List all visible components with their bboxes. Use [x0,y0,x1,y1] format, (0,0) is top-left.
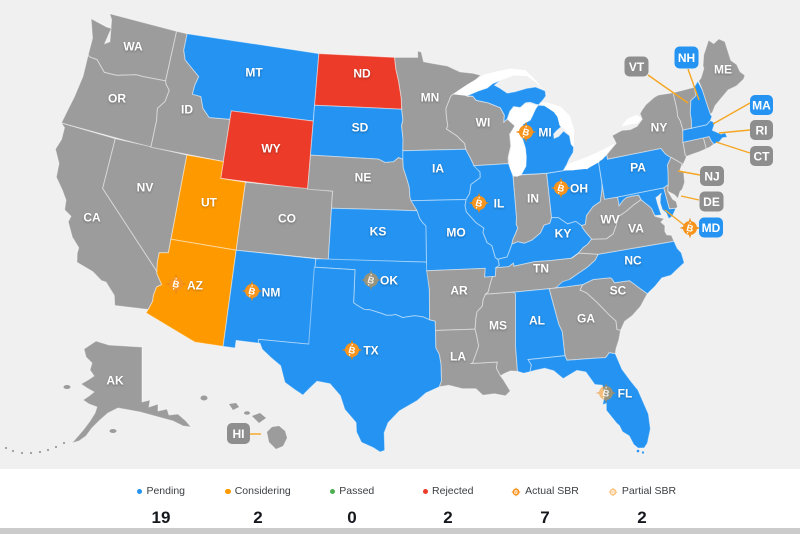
svg-text:AL: AL [529,314,545,328]
svg-text:VT: VT [629,60,645,74]
svg-text:IL: IL [494,197,505,211]
svg-text:GA: GA [577,312,595,326]
svg-text:TX: TX [363,344,378,358]
svg-text:CA: CA [83,211,101,225]
svg-text:MA: MA [752,98,771,112]
svg-text:MS: MS [489,319,507,333]
svg-text:CT: CT [754,149,771,163]
svg-text:NE: NE [355,171,372,185]
svg-text:KY: KY [555,227,572,241]
svg-text:B: B [556,183,565,195]
svg-text:KS: KS [370,225,387,239]
svg-text:CO: CO [278,212,296,226]
svg-text:ID: ID [181,103,193,117]
svg-text:HI: HI [233,427,245,441]
svg-text:WI: WI [476,116,491,130]
svg-text:B: B [685,223,694,235]
svg-text:B: B [474,198,483,210]
svg-text:MO: MO [446,226,465,240]
svg-text:NM: NM [262,286,281,300]
svg-text:VA: VA [628,222,644,236]
svg-text:NV: NV [137,181,154,195]
svg-text:AR: AR [450,284,468,298]
svg-text:WA: WA [123,40,143,54]
svg-text:B: B [610,489,615,496]
svg-text:B: B [513,489,518,496]
svg-text:NY: NY [651,121,668,135]
svg-text:OH: OH [570,182,588,196]
svg-text:MN: MN [421,91,440,105]
svg-text:LA: LA [450,350,466,364]
svg-text:MI: MI [538,126,551,140]
svg-text:SD: SD [352,121,369,135]
svg-text:IA: IA [432,162,444,176]
svg-text:B: B [366,275,375,287]
svg-text:MT: MT [245,66,263,80]
svg-text:OK: OK [380,274,398,288]
svg-text:AZ: AZ [187,279,203,293]
svg-text:B: B [347,345,356,357]
svg-text:FL: FL [618,387,633,401]
svg-text:OR: OR [108,92,126,106]
svg-text:WY: WY [261,142,280,156]
svg-text:TN: TN [533,262,549,276]
svg-text:WV: WV [600,213,619,227]
svg-text:RI: RI [756,123,768,137]
svg-text:ME: ME [714,63,732,77]
svg-text:ND: ND [353,67,371,81]
svg-text:AK: AK [106,374,124,388]
svg-text:B: B [521,127,530,139]
svg-text:IN: IN [527,192,539,206]
svg-text:B: B [601,388,610,400]
svg-text:NH: NH [678,51,695,65]
svg-text:NC: NC [624,254,642,268]
svg-text:B: B [171,279,180,291]
svg-text:B: B [247,286,256,298]
svg-text:MD: MD [702,221,721,235]
svg-text:DE: DE [703,195,720,209]
svg-text:SC: SC [610,284,627,298]
svg-text:NJ: NJ [704,169,719,183]
svg-text:PA: PA [630,161,646,175]
svg-text:UT: UT [201,196,218,210]
